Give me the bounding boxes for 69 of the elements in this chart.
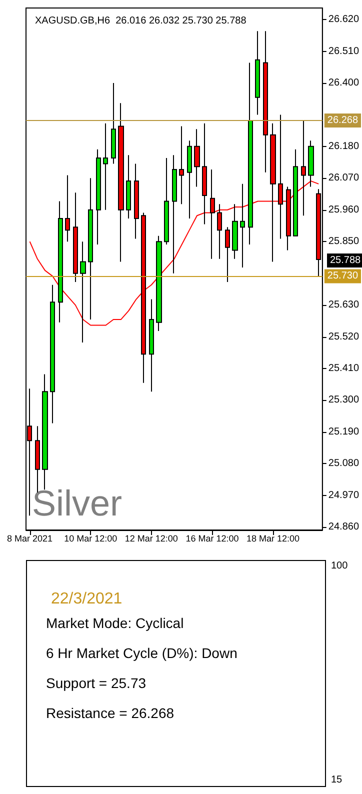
- x-tick-label: 10 Mar 12:00: [64, 534, 118, 544]
- candlestick: [103, 122, 108, 210]
- candlestick: [210, 169, 215, 260]
- x-tick-label: 18 Mar 12:00: [246, 534, 300, 544]
- candlestick: [255, 30, 260, 116]
- text: Resistance = 26.268: [46, 705, 174, 721]
- y-tick-label: 25.300: [328, 394, 360, 406]
- y-tick-label: 26.510: [328, 46, 360, 57]
- candlestick: [88, 178, 93, 320]
- y-tick-label: 25.630: [328, 300, 360, 311]
- candlestick: [217, 204, 222, 260]
- candlestick: [50, 284, 55, 424]
- candlestick: [278, 114, 283, 240]
- text: 25.788: [330, 254, 362, 266]
- candlestick: [65, 174, 70, 242]
- candlestick: [301, 120, 306, 216]
- candlestick: [134, 163, 139, 240]
- candlestick: [293, 148, 298, 236]
- y-tick-label: 25.960: [328, 204, 360, 216]
- candlestick: [187, 140, 192, 220]
- candlestick: [286, 186, 291, 251]
- candlestick: [73, 192, 78, 282]
- text: Support = 25.73: [46, 675, 146, 691]
- candlestick: [225, 226, 230, 282]
- candlestick: [156, 235, 162, 332]
- text: XAGUSD.GB,H6 26.016 26.032 25.730 25.788: [35, 16, 247, 26]
- text: Market Mode: Cyclical: [46, 615, 184, 631]
- candlestick: [42, 374, 48, 490]
- candlestick: [202, 122, 207, 225]
- candlestick: [179, 126, 184, 205]
- text: 15: [331, 774, 343, 786]
- x-tick-label: 8 Mar 2021: [7, 534, 53, 544]
- y-tick-label: 25.850: [328, 236, 360, 248]
- candlestick: [80, 241, 86, 344]
- candlestick: [96, 148, 101, 245]
- candlestick: [240, 183, 245, 268]
- y-tick-label: 24.860: [328, 522, 360, 533]
- annotation: Silver: [32, 482, 122, 524]
- candlestick: [141, 212, 146, 384]
- y-tick-label: 26.180: [328, 140, 360, 152]
- x-tick-label: 16 Mar 12:00: [186, 534, 239, 544]
- candlestick: [58, 200, 63, 323]
- candlestick: [111, 82, 116, 164]
- candlestick: [172, 154, 177, 274]
- candlestick: [149, 298, 154, 392]
- candlestick: [118, 102, 124, 262]
- candlestick: [270, 122, 276, 262]
- text: 6 Hr Market Cycle (D%): Down: [46, 645, 238, 661]
- candlestick: [232, 204, 238, 260]
- y-tick-label: 24.970: [328, 490, 360, 501]
- x-tick-label: 12 Mar 12:00: [124, 534, 178, 544]
- y-tick-label: 25.520: [328, 331, 360, 342]
- text: 22/3/2021: [51, 590, 122, 608]
- y-tick-label: 26.620: [328, 14, 360, 26]
- candlestick: [263, 30, 268, 173]
- ref-line-label: 26.268: [327, 114, 358, 126]
- text: 100: [331, 560, 348, 572]
- y-tick-label: 25.190: [328, 426, 360, 438]
- candlestick: [308, 140, 314, 188]
- candlestick: [164, 157, 169, 245]
- candlestick: [194, 128, 200, 188]
- line-series: [29, 180, 320, 326]
- ref-line-label: 25.730: [327, 270, 358, 282]
- y-tick-label: 25.080: [328, 458, 360, 470]
- candlestick: [126, 154, 131, 220]
- y-tick-label: 25.410: [328, 362, 360, 374]
- candlestick: [248, 62, 253, 245]
- y-tick-label: 26.070: [328, 172, 360, 184]
- y-tick-label: 26.400: [328, 77, 360, 88]
